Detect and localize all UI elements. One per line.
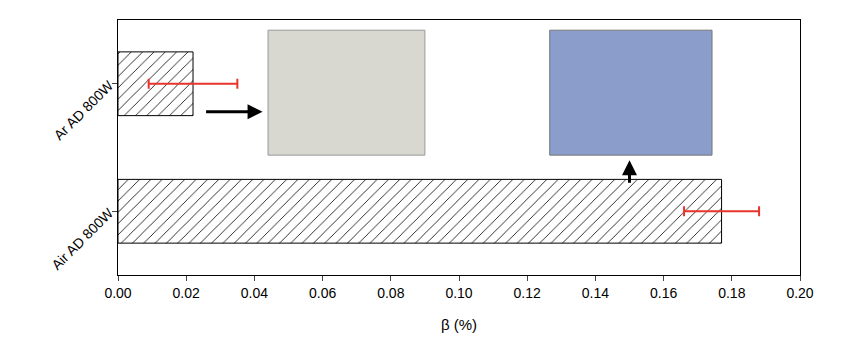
svg-text:0.10: 0.10: [445, 285, 472, 301]
svg-text:0.02: 0.02: [173, 285, 200, 301]
svg-text:Air AD 800W: Air AD 800W: [48, 204, 117, 273]
svg-text:0.04: 0.04: [241, 285, 268, 301]
svg-text:0.12: 0.12: [514, 285, 541, 301]
svg-text:0.20: 0.20: [786, 285, 813, 301]
svg-text:0.08: 0.08: [377, 285, 404, 301]
svg-text:0.06: 0.06: [309, 285, 336, 301]
svg-text:Ar AD 800W: Ar AD 800W: [50, 77, 116, 143]
svg-text:0.00: 0.00: [104, 285, 131, 301]
svg-text:β (%): β (%): [441, 316, 477, 333]
svg-text:0.18: 0.18: [718, 285, 745, 301]
svg-text:0.14: 0.14: [582, 285, 609, 301]
svg-text:0.16: 0.16: [650, 285, 677, 301]
